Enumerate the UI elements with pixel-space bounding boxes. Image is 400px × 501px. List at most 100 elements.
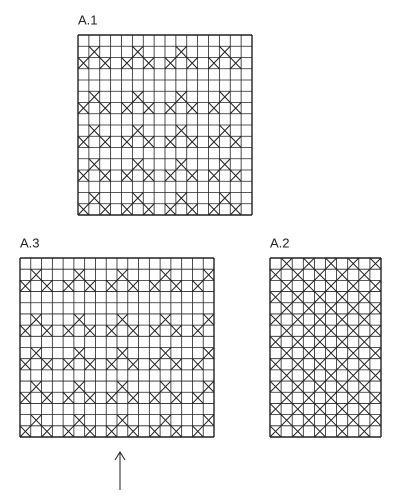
stitch-x (186, 169, 198, 182)
stitch-x (99, 203, 111, 216)
stitch-x (99, 169, 111, 182)
stitch-x (291, 358, 304, 371)
stitch-x (164, 135, 177, 148)
stitch-grid (19, 257, 215, 438)
stitch-x (30, 380, 42, 393)
stitch-x (142, 169, 155, 182)
stitch-grid (77, 34, 253, 216)
stitch-x (170, 280, 183, 292)
stitch-x (159, 313, 172, 326)
stitch-x (186, 135, 198, 148)
stitch-x (219, 90, 231, 103)
stitch-x (358, 291, 371, 304)
stitch-x (170, 324, 183, 337)
stitch-x (99, 135, 111, 148)
stitch-x (358, 358, 371, 371)
stitch-x (314, 291, 326, 304)
stitch-x (369, 257, 382, 270)
stitch-x (88, 124, 101, 137)
stitch-x (302, 414, 315, 427)
stitch-x (369, 302, 382, 315)
stitch-x (325, 391, 337, 404)
chart-label: A.2 (270, 235, 290, 250)
stitch-x (325, 324, 337, 337)
stitch-x (358, 403, 371, 415)
stitch-x (358, 425, 371, 438)
stitch-x (314, 313, 326, 326)
stitch-x (73, 380, 86, 393)
stitch-x (325, 369, 337, 382)
stitch-x (186, 203, 198, 216)
stitch-x (116, 380, 129, 393)
stitch-x (164, 169, 177, 182)
stitch-x (302, 302, 315, 315)
stitch-x (159, 380, 172, 393)
stitch-x (229, 135, 242, 148)
stitch-x (219, 45, 231, 58)
stitch-x (62, 280, 75, 292)
stitch-x (105, 280, 118, 292)
stitch-x (269, 380, 282, 393)
stitch-x (62, 425, 75, 438)
stitch-x (159, 414, 172, 427)
stitch-x (159, 347, 172, 360)
stitch-x (19, 324, 32, 337)
stitch-x (121, 135, 133, 148)
stitch-x (291, 291, 304, 304)
stitch-x (132, 90, 144, 103)
stitch-x (302, 257, 315, 270)
stitch-x (358, 313, 371, 326)
stitch-x (88, 45, 101, 58)
stitch-x (302, 324, 315, 337)
stitch-x (314, 403, 326, 415)
stitch-x (369, 324, 382, 337)
stitch-x (99, 102, 111, 115)
stitch-x (369, 414, 382, 427)
stitch-x (336, 358, 349, 371)
stitch-x (30, 313, 42, 326)
stitch-x (84, 280, 96, 292)
stitch-x (280, 369, 293, 382)
stitch-x (192, 391, 204, 404)
stitch-x (30, 268, 42, 281)
stitch-x (269, 335, 282, 348)
stitch-x (77, 203, 90, 216)
stitch-x (127, 391, 139, 404)
stitch-x (164, 57, 177, 70)
stitch-x (19, 358, 32, 371)
stitch-x (336, 268, 349, 281)
stitch-x (132, 158, 144, 171)
stitch-x (19, 425, 32, 438)
stitch-x (192, 280, 204, 292)
stitch-x (164, 102, 177, 115)
stitch-x (325, 302, 337, 315)
stitch-x (280, 324, 293, 337)
stitch-x (325, 280, 337, 292)
stitch-x (41, 425, 53, 438)
stitch-x (148, 391, 161, 404)
stitch-x (77, 57, 90, 70)
stitch-x (30, 414, 42, 427)
stitch-x (73, 268, 86, 281)
stitch-x (229, 57, 242, 70)
stitch-x (142, 57, 155, 70)
stitch-x (116, 268, 129, 281)
stitch-x (127, 358, 139, 371)
stitch-x (142, 102, 155, 115)
stitch-x (73, 414, 86, 427)
stitch-x (219, 158, 231, 171)
stitch-x (77, 169, 90, 182)
stitch-x (347, 391, 360, 404)
stitch-x (132, 124, 144, 137)
stitch-x (302, 369, 315, 382)
stitch-x (175, 158, 188, 171)
stitch-x (142, 135, 155, 148)
stitch-x (336, 335, 349, 348)
stitch-x (291, 380, 304, 393)
stitch-x (116, 313, 129, 326)
stitch-x (132, 45, 144, 58)
stitch-x (175, 90, 188, 103)
stitch-x (208, 135, 220, 148)
stitch-x (347, 369, 360, 382)
